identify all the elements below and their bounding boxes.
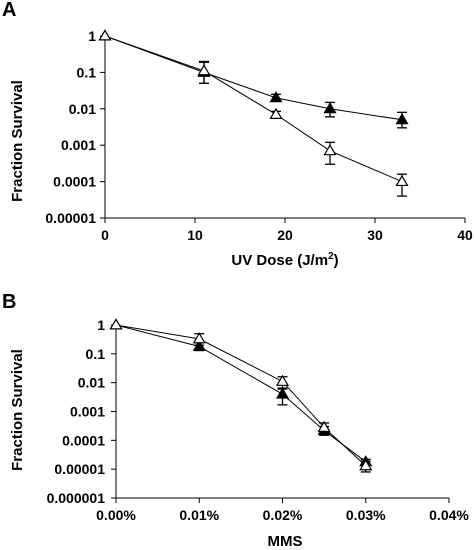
panel-a-y-axis-title: Fraction Survival bbox=[9, 80, 26, 202]
panel-a-series-1-point bbox=[323, 102, 337, 114]
panel-a-y-tick-label: 0.0001 bbox=[53, 174, 96, 190]
panel-a-label: A bbox=[2, 0, 16, 21]
panel-a-series-2-point bbox=[269, 107, 283, 119]
panel-a-x-tick-label: 30 bbox=[367, 227, 383, 243]
panel-a-x-axis-title-close: ) bbox=[334, 252, 339, 269]
panel-a-series-2-point bbox=[395, 174, 409, 187]
panel-b-x-tick-label: 0.03% bbox=[346, 507, 386, 523]
panel-b-series-1-point bbox=[275, 387, 290, 399]
panel-a-series-2-line bbox=[104, 35, 403, 183]
panel-a-y-tick-label: 0.01 bbox=[69, 101, 96, 117]
panel-b-x-tick-label: 0.04% bbox=[429, 507, 469, 523]
panel-b-x-tick-label: 0.01% bbox=[179, 507, 219, 523]
panel-b-y-tick-label: 0.0001 bbox=[62, 432, 105, 448]
panel-a-x-tick-label: 20 bbox=[277, 227, 293, 243]
panel-b-y-tick-label: 0.000001 bbox=[47, 490, 106, 506]
panel-a-y-tick-label: 0.00001 bbox=[45, 210, 96, 226]
panel-b-series-1-point bbox=[192, 339, 206, 351]
panel-a-x-tick-label: 40 bbox=[457, 227, 473, 243]
panel-b-x-axis-title: MMS bbox=[268, 533, 303, 550]
panel-b-series-2-point bbox=[109, 318, 123, 330]
panel-b: B Fraction Survival MMS 1 0.1 0.01 0.001 0.0… bbox=[2, 291, 469, 550]
panel-b-series-2-point bbox=[192, 332, 206, 344]
panel-b-series-2-line bbox=[115, 324, 367, 467]
panel-a-x-axis-title: UV Dose (J/m2) bbox=[231, 251, 338, 269]
panel-b-label: B bbox=[2, 291, 16, 313]
panel-a-y-tick-label: 1 bbox=[88, 28, 96, 44]
panel-a-y-tick-label: 0.1 bbox=[77, 64, 97, 80]
panel-a-series-1-point bbox=[395, 113, 409, 125]
panel-a-series-1-line bbox=[104, 35, 403, 121]
panel-a-series-2-point bbox=[323, 144, 337, 156]
panel-b-series-2-point bbox=[317, 420, 331, 432]
panel-b-y-tick-label: 0.1 bbox=[86, 346, 106, 362]
panel-b-y-tick-label: 0.001 bbox=[70, 404, 105, 420]
panel-b-x-tick-label: 0.00% bbox=[96, 507, 136, 523]
panel-b-x-tick-label: 0.02% bbox=[263, 507, 303, 523]
panel-b-series-2-point bbox=[275, 374, 290, 386]
panel-a-x-tick-label: 0 bbox=[101, 227, 109, 243]
panel-a-series-2-point bbox=[197, 64, 211, 76]
panel-b-y-tick-label: 1 bbox=[97, 317, 105, 333]
panel-a: A Fraction Survival UV Dose (J/m2) 1 0.1 0… bbox=[2, 0, 473, 269]
panel-a-x-axis-title-main: UV Dose (J/m bbox=[231, 252, 328, 269]
panel-b-series-2-point bbox=[359, 459, 373, 471]
panel-a-series-2-point bbox=[98, 29, 112, 41]
panel-b-y-tick-label: 0.01 bbox=[78, 375, 105, 391]
panel-b-y-tick-label: 0.00001 bbox=[54, 461, 105, 477]
panel-a-x-axis-title-superscript: 2 bbox=[328, 251, 334, 262]
panel-a-y-tick-label: 0.001 bbox=[61, 137, 96, 153]
panel-a-series-1-point bbox=[269, 91, 283, 103]
panel-b-series-1-line bbox=[115, 324, 367, 463]
panel-b-y-axis-title: Fraction Survival bbox=[9, 349, 26, 471]
panel-a-x-tick-label: 10 bbox=[187, 227, 203, 243]
